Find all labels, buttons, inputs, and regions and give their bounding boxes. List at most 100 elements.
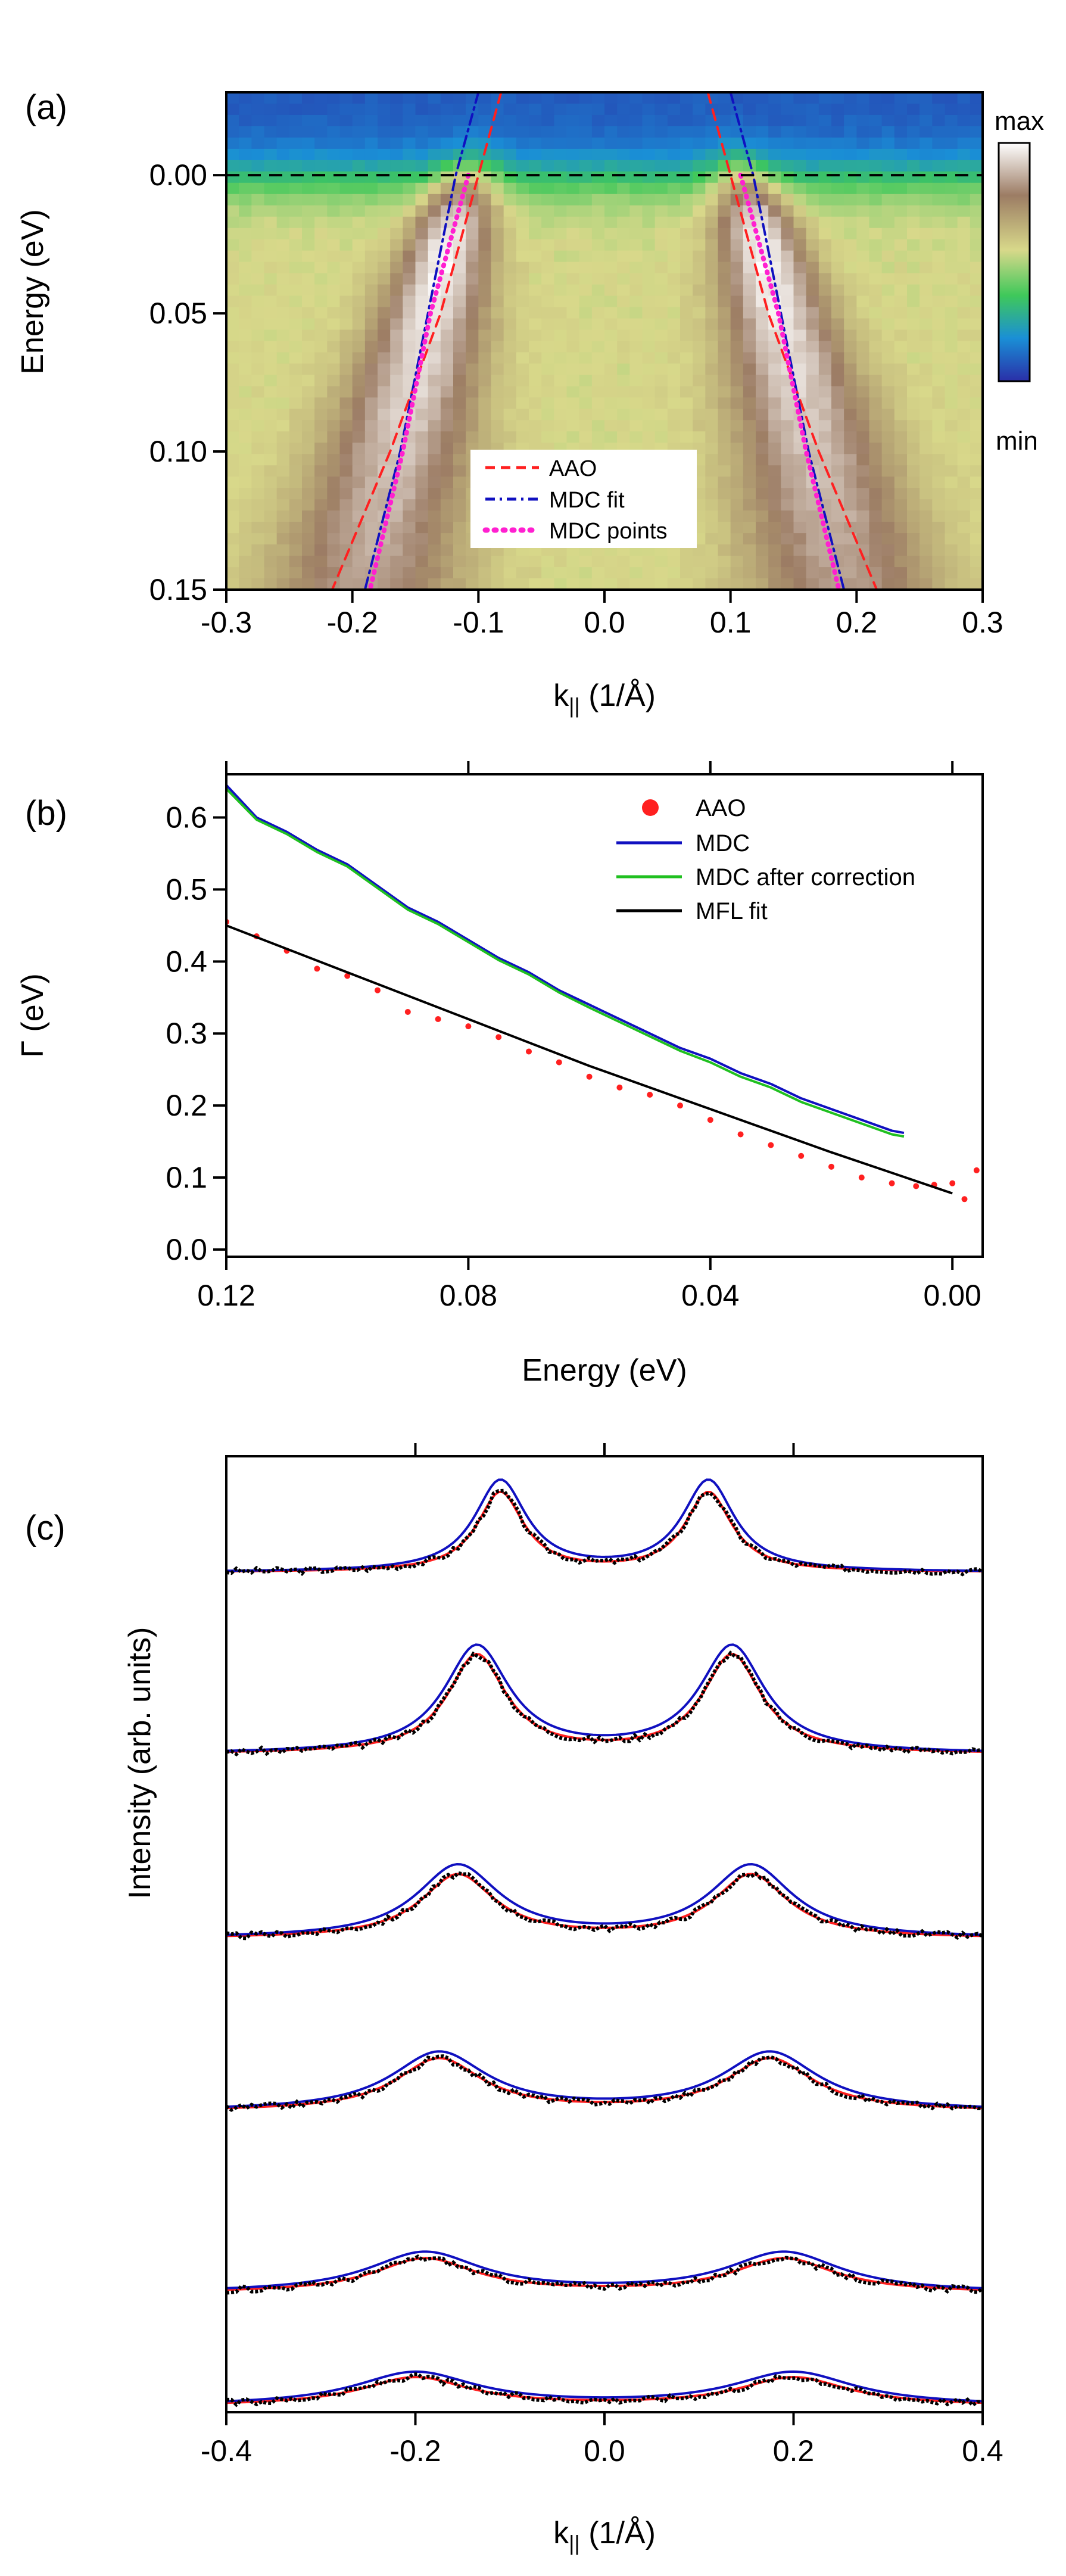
map-pixel (818, 397, 832, 410)
map-pixel (453, 578, 466, 590)
map-pixel (856, 386, 870, 398)
map-pixel (970, 171, 983, 183)
map-pixel (932, 454, 946, 466)
map-pixel (529, 431, 542, 444)
map-pixel (617, 194, 631, 206)
map-pixel (844, 522, 858, 534)
map-pixel (327, 510, 341, 522)
map-pixel (907, 182, 920, 195)
map-pixel (440, 103, 454, 116)
panel-c: (c) -0.4 -0.2 0.0 0.2 0.4 k|| (1/Å) Intensit… (25, 1443, 1003, 2555)
map-pixel (894, 522, 908, 534)
map-pixel (793, 363, 807, 376)
map-pixel (554, 420, 568, 432)
map-pixel (793, 499, 807, 511)
map-pixel (428, 103, 441, 116)
map-pixel (428, 216, 441, 229)
map-pixel (705, 205, 719, 217)
map-pixel (579, 578, 593, 590)
map-pixel (466, 284, 479, 297)
map-pixel (239, 352, 253, 365)
map-pixel (314, 409, 328, 421)
map-pixel (680, 284, 693, 297)
map-pixel (856, 216, 870, 229)
map-pixel (932, 114, 946, 127)
map-pixel (264, 216, 278, 229)
map-pixel (529, 126, 542, 138)
map-pixel (667, 261, 681, 274)
map-pixel (466, 431, 479, 444)
map-pixel (516, 567, 529, 579)
map-pixel (390, 295, 404, 308)
map-pixel (831, 250, 844, 263)
map-pixel (226, 114, 239, 127)
map-pixel (919, 160, 933, 172)
map-pixel (667, 307, 681, 319)
map-pixel (251, 228, 265, 240)
map-pixel (781, 522, 794, 534)
map-pixel (818, 341, 832, 353)
map-pixel (894, 148, 908, 161)
map-pixel (566, 307, 580, 319)
panel-b-legend: AAO MDC MDC after correction MFL fit (616, 795, 915, 924)
legend-label-mdc-corr-b: MDC after correction (696, 864, 915, 890)
map-pixel (881, 567, 895, 579)
map-pixel (844, 160, 858, 172)
map-pixel (226, 261, 239, 274)
map-pixel (415, 386, 429, 398)
map-pixel (617, 137, 631, 149)
map-pixel (970, 239, 983, 251)
map-pixel (390, 261, 404, 274)
map-pixel (239, 318, 253, 331)
map-pixel (680, 92, 693, 104)
map-pixel (440, 114, 454, 127)
map-pixel (743, 250, 756, 263)
map-pixel (856, 126, 870, 138)
map-pixel (818, 420, 832, 432)
map-pixel (529, 578, 542, 590)
map-pixel (390, 160, 404, 172)
map-pixel (364, 228, 378, 240)
map-pixel (831, 92, 844, 104)
map-pixel (629, 239, 643, 251)
map-pixel (339, 443, 353, 455)
map-pixel (894, 160, 908, 172)
map-pixel (617, 295, 631, 308)
map-pixel (881, 556, 895, 568)
map-pixel (554, 352, 568, 365)
map-pixel (693, 567, 706, 579)
map-pixel (453, 92, 466, 104)
map-pixel (718, 420, 731, 432)
mdc-fit-curve (226, 1862, 983, 1936)
map-pixel (378, 397, 391, 410)
map-pixel (276, 329, 290, 342)
map-pixel (591, 397, 605, 410)
map-pixel (907, 397, 920, 410)
map-pixel (352, 239, 366, 251)
map-pixel (869, 352, 883, 365)
map-pixel (957, 148, 971, 161)
map-pixel (378, 567, 391, 579)
map-pixel (730, 216, 744, 229)
map-pixel (491, 137, 504, 149)
map-pixel (604, 261, 618, 274)
map-pixel (756, 454, 769, 466)
map-pixel (818, 488, 832, 500)
map-pixel (617, 341, 631, 353)
map-pixel (629, 103, 643, 116)
map-pixel (881, 465, 895, 478)
map-pixel (466, 352, 479, 365)
map-pixel (907, 329, 920, 342)
map-pixel (945, 352, 958, 365)
map-pixel (403, 261, 416, 274)
map-pixel (226, 352, 239, 365)
map-pixel (970, 522, 983, 534)
map-pixel (856, 476, 870, 489)
map-pixel (226, 318, 239, 331)
map-pixel (403, 239, 416, 251)
map-pixel (591, 567, 605, 579)
map-pixel (818, 182, 832, 195)
map-pixel (591, 386, 605, 398)
aao-point (495, 1034, 502, 1041)
map-pixel (730, 148, 744, 161)
